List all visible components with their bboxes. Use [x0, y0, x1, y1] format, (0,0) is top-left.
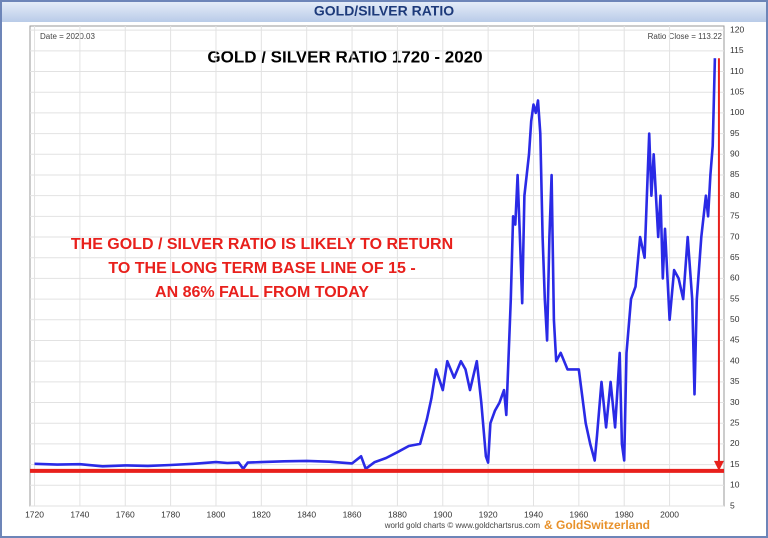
y-tick-label: 10 — [730, 480, 740, 490]
y-tick-label: 15 — [730, 459, 740, 469]
y-tick-label: 40 — [730, 355, 740, 365]
y-tick-label: 50 — [730, 314, 740, 324]
y-tick-label: 105 — [730, 86, 744, 96]
x-tick-label: 1840 — [297, 509, 316, 519]
x-tick-label: 1760 — [116, 509, 135, 519]
x-tick-label: 1960 — [569, 509, 588, 519]
y-tick-label: 85 — [730, 169, 740, 179]
footer: world gold charts © www.goldchartsrus.co… — [384, 521, 541, 530]
x-tick-label: 1860 — [343, 509, 362, 519]
y-tick-label: 30 — [730, 397, 740, 407]
y-tick-label: 70 — [730, 231, 740, 241]
date-label: Date = 2020.03 — [40, 32, 95, 41]
y-tick-label: 25 — [730, 417, 740, 427]
y-tick-label: 65 — [730, 252, 740, 262]
footer-brand: & GoldSwitzerland — [544, 518, 650, 532]
y-tick-label: 80 — [730, 190, 740, 200]
x-tick-label: 1820 — [252, 509, 271, 519]
y-tick-label: 100 — [730, 107, 744, 117]
y-tick-label: 110 — [730, 66, 744, 76]
x-tick-label: 1800 — [207, 509, 226, 519]
y-tick-label: 35 — [730, 376, 740, 386]
x-tick-label: 1920 — [479, 509, 498, 519]
x-tick-label: 1980 — [615, 509, 634, 519]
x-tick-label: 2000 — [660, 509, 679, 519]
x-tick-label: 1940 — [524, 509, 543, 519]
x-tick-label: 1780 — [161, 509, 180, 519]
close-label: Ratio Close = 113.22 — [648, 32, 723, 41]
y-tick-label: 5 — [730, 500, 735, 510]
x-tick-label: 1880 — [388, 509, 407, 519]
annotation: AN 86% FALL FROM TODAY — [155, 284, 369, 301]
x-tick-label: 1720 — [25, 509, 44, 519]
y-tick-label: 75 — [730, 211, 740, 221]
y-tick-label: 95 — [730, 128, 740, 138]
arrow-head — [713, 460, 724, 471]
data-line — [34, 58, 717, 471]
x-tick-label: 1740 — [70, 509, 89, 519]
y-tick-label: 60 — [730, 273, 740, 283]
header-bar — [2, 2, 766, 22]
x-tick-label: 1900 — [433, 509, 452, 519]
y-tick-label: 45 — [730, 335, 740, 345]
chart-title: GOLD / SILVER RATIO 1720 - 2020 — [207, 47, 482, 66]
header-title: GOLD/SILVER RATIO — [314, 3, 454, 19]
y-tick-label: 115 — [730, 45, 744, 55]
y-tick-label: 55 — [730, 293, 740, 303]
y-tick-label: 90 — [730, 149, 740, 159]
y-tick-label: 120 — [730, 24, 744, 34]
annotation: THE GOLD / SILVER RATIO IS LIKELY TO RET… — [71, 236, 453, 253]
y-tick-label: 20 — [730, 438, 740, 448]
annotation: TO THE LONG TERM BASE LINE OF 15 - — [108, 260, 415, 277]
